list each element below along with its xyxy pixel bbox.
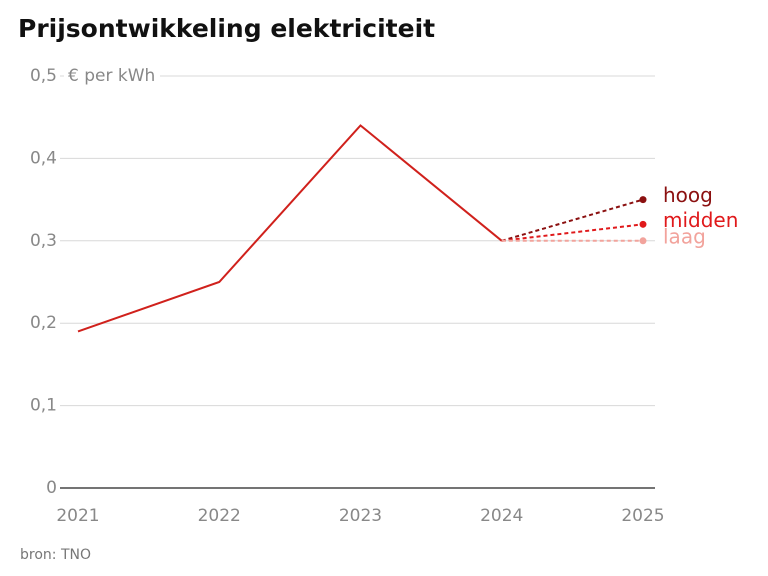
x-tick-label: 2025 — [621, 506, 664, 526]
y-tick-label: 0 — [46, 478, 57, 498]
series-line — [77, 124, 503, 333]
x-tick-label: 2023 — [339, 506, 382, 526]
x-tick-label: 2024 — [480, 506, 523, 526]
source: bron: TNO — [20, 547, 91, 563]
x-tick-label: 2022 — [198, 506, 241, 526]
y-label-bg — [64, 65, 160, 87]
series-line — [501, 198, 644, 242]
series-label: hoog — [663, 183, 713, 207]
end-dot — [639, 220, 647, 228]
y-tick-label: 0,3 — [30, 231, 57, 251]
y-tick-label: 0,4 — [30, 148, 57, 168]
series-label: midden — [663, 208, 738, 232]
end-dot — [639, 196, 647, 204]
series-line — [501, 223, 644, 242]
y-tick-label: 0,5 — [30, 66, 57, 86]
y-tick-label: 0,2 — [30, 313, 57, 333]
y-axis-label: € per kWh — [68, 66, 155, 86]
x-tick-label: 2021 — [56, 506, 99, 526]
chart-title: Prijsontwikkeling elektriciteit — [18, 14, 435, 43]
series-label: laag — [663, 224, 706, 248]
y-tick-label: 0,1 — [30, 396, 57, 416]
end-dot — [639, 237, 647, 245]
